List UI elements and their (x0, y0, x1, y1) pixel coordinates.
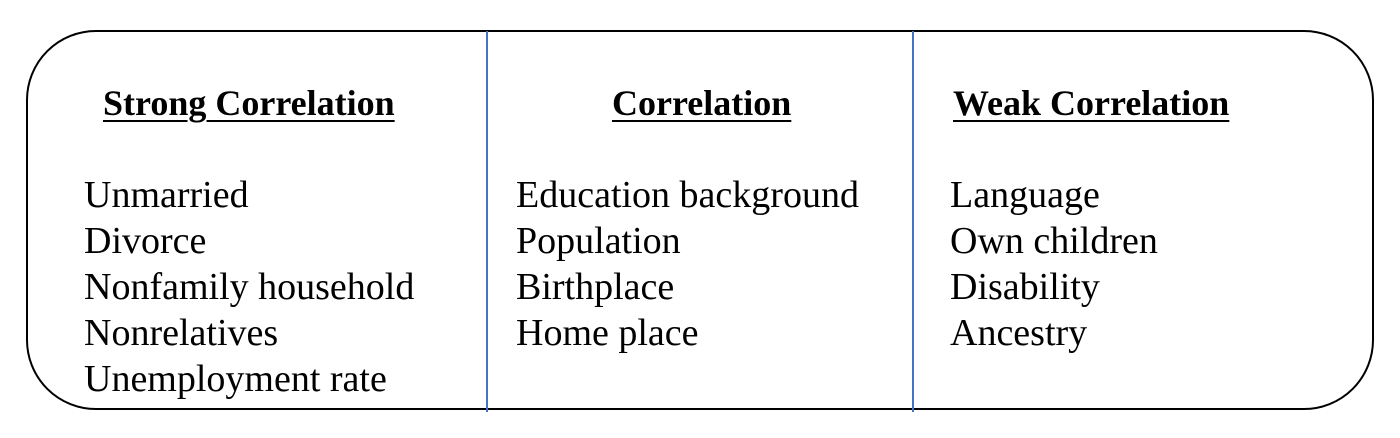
correlation-column: Correlation Education background Populat… (516, 0, 908, 438)
list-item: Education background (516, 174, 859, 216)
list-item: Population (516, 220, 681, 262)
list-item: Ancestry (950, 312, 1088, 354)
list-item: Birthplace (516, 266, 675, 308)
list-item: Unmarried (84, 174, 249, 216)
weak-correlation-list: Language Own children Disability Ancestr… (950, 172, 1158, 356)
correlation-heading: Correlation (612, 83, 792, 123)
correlation-list: Education background Population Birthpla… (516, 172, 859, 356)
list-item: Nonfamily household (84, 266, 415, 308)
list-item: Disability (950, 266, 1100, 308)
column-divider-2 (912, 31, 914, 412)
list-item: Own children (950, 220, 1158, 262)
strong-correlation-heading: Strong Correlation (103, 83, 395, 123)
list-item: Unemployment rate (84, 358, 387, 400)
list-item: Home place (516, 312, 699, 354)
list-item: Divorce (84, 220, 207, 262)
rounded-frame (26, 30, 1374, 410)
weak-correlation-column: Weak Correlation Language Own children D… (950, 0, 1350, 438)
weak-correlation-heading: Weak Correlation (953, 83, 1230, 123)
list-item: Language (950, 174, 1100, 216)
column-divider-1 (486, 31, 488, 412)
strong-correlation-column: Strong Correlation Unmarried Divorce Non… (84, 0, 482, 438)
list-item: Nonrelatives (84, 312, 279, 354)
strong-correlation-list: Unmarried Divorce Nonfamily household No… (84, 172, 414, 402)
